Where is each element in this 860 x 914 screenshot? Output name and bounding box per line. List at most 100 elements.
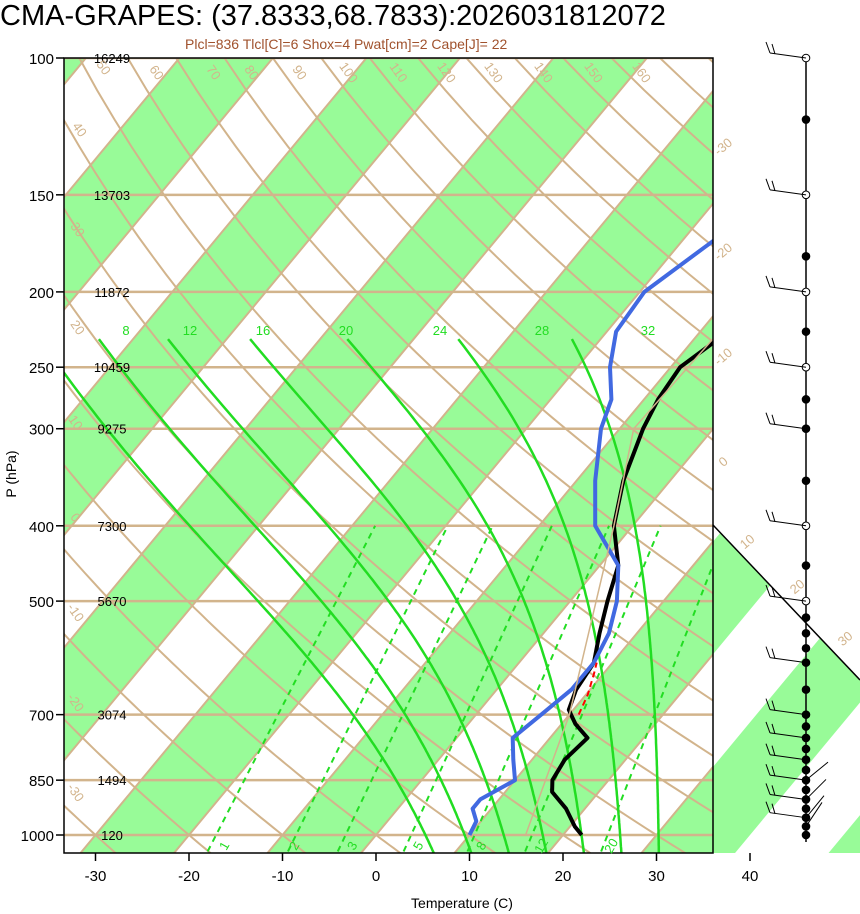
- y-tick-label: 300: [29, 422, 54, 439]
- wind-barb: [769, 754, 807, 761]
- height-label: 10459: [94, 360, 130, 375]
- x-axis-label: Temperature (C): [411, 895, 513, 911]
- wind-barb: [769, 52, 807, 59]
- isotherm-line: [172, 202, 713, 853]
- wind-level-dot: [801, 628, 811, 638]
- mixing-ratio-line: [600, 562, 713, 852]
- wind-barb: [769, 732, 807, 739]
- height-label: 11872: [94, 285, 129, 300]
- wind-level-dot: [801, 643, 811, 653]
- isotherm-label: 0: [716, 453, 731, 469]
- x-tick-label: 20: [555, 868, 572, 885]
- mixing-ratio-label: 20: [601, 836, 621, 856]
- wind-level-dot: [801, 327, 811, 336]
- isotherm-line: [64, 58, 181, 199]
- height-label: 5670: [98, 594, 127, 609]
- wind-barb-flag: [765, 178, 771, 190]
- y-tick-label: 700: [29, 708, 54, 725]
- moist-adiabat-label: 28: [535, 323, 549, 338]
- x-tick-label: 0: [372, 868, 380, 885]
- wind-barb-flag: [771, 803, 776, 814]
- frame-edge: [712, 524, 860, 681]
- y-tick-label: 500: [29, 594, 54, 611]
- wind-barb-flag: [771, 723, 776, 735]
- isotherm-label: 20: [787, 576, 808, 597]
- wind-barb: [769, 774, 807, 781]
- wind-barb: [769, 520, 807, 527]
- dry-adiabat: [272, 58, 713, 492]
- wind-level-dot: [801, 765, 811, 775]
- isotherm-band: [64, 58, 662, 853]
- wind-barb: [805, 761, 829, 781]
- height-label: 3074: [98, 708, 127, 723]
- moist-adiabat-label: 24: [433, 323, 447, 338]
- wind-barb-flag: [765, 721, 771, 734]
- moist-adiabat-label: 8: [122, 323, 129, 338]
- y-tick-label: 1000: [21, 828, 54, 845]
- dry-adiabat-label: 40: [69, 119, 90, 139]
- dry-adiabat-label: 60: [146, 62, 167, 82]
- wind-barb-flag: [771, 414, 776, 425]
- wind-barb-flag: [765, 41, 771, 54]
- dry-adiabat-label: 90: [289, 62, 310, 82]
- isotherm-line: [266, 314, 713, 853]
- wind-level-dot: [801, 115, 811, 124]
- isotherm-line: [359, 427, 713, 853]
- isotherm-line: [453, 540, 713, 853]
- dry-adiabat-label: 80: [241, 62, 262, 82]
- isotherm-line: [64, 58, 368, 424]
- mixing-ratio-label: 1: [216, 839, 233, 853]
- chart-title: CMA-GRAPES: (37.8333,68.7833):2026031812…: [0, 0, 666, 32]
- isotherm-band: [79, 58, 849, 853]
- moist-adiabat: [570, 338, 661, 853]
- wind-barb: [769, 812, 807, 819]
- dry-adiabat: [64, 378, 592, 853]
- mixing-ratio-line: [466, 525, 610, 852]
- wind-barb-flag: [771, 353, 776, 364]
- y-tick-label: 250: [29, 360, 54, 377]
- x-tick-label: 40: [742, 868, 759, 885]
- height-label: 1494: [98, 773, 127, 788]
- dry-adiabat-label: 10: [65, 412, 86, 432]
- wind-level-dot: [801, 685, 811, 694]
- dry-adiabat-label: 20: [67, 317, 88, 337]
- wind-barb-flag: [771, 180, 776, 191]
- wind-level-dot: [801, 830, 811, 840]
- wind-barb: [769, 361, 807, 368]
- wind-barb-flag: [765, 412, 771, 424]
- moist-adiabat-label: 12: [183, 323, 197, 338]
- x-tick-label: -30: [85, 868, 107, 885]
- wind-barb-flag: [771, 277, 776, 289]
- dewpoint-line: [467, 238, 713, 836]
- mixing-ratio-label: 5: [410, 839, 427, 853]
- wind-level-dot: [801, 476, 811, 486]
- dry-adiabat: [64, 206, 713, 814]
- wind-barb-flag: [765, 275, 771, 288]
- wind-level-dot: [801, 395, 811, 404]
- isotherm-label: -10: [711, 345, 735, 369]
- dry-adiabat-label: -10: [64, 600, 87, 624]
- wind-barb-flag: [765, 743, 771, 755]
- isotherm-label: 10: [737, 531, 758, 552]
- wind-level-dot: [801, 722, 811, 731]
- wind-barb-flag: [771, 700, 776, 711]
- dry-adiabat: [64, 463, 497, 853]
- wind-level-dot: [801, 613, 811, 622]
- moist-adiabat-label: 32: [641, 323, 655, 338]
- wind-barb-flag: [765, 763, 771, 776]
- wind-barb: [769, 793, 807, 800]
- parcel-line: [577, 662, 598, 716]
- x-tick-label: -20: [178, 868, 200, 885]
- y-tick-label: 400: [29, 519, 54, 536]
- wind-barb-flag: [771, 745, 776, 756]
- wind-barb-flag: [765, 351, 771, 363]
- parcel-trace: [524, 338, 713, 836]
- wind-level-dot: [801, 744, 811, 754]
- isotherm-band: [64, 58, 475, 853]
- mixing-ratio-line: [336, 525, 494, 852]
- wind-level-dot: [801, 561, 811, 570]
- isotherm-line: [64, 58, 462, 537]
- wind-barb-flag: [771, 511, 776, 522]
- height-label: 120: [101, 828, 123, 843]
- wind-barb-flag: [771, 785, 776, 796]
